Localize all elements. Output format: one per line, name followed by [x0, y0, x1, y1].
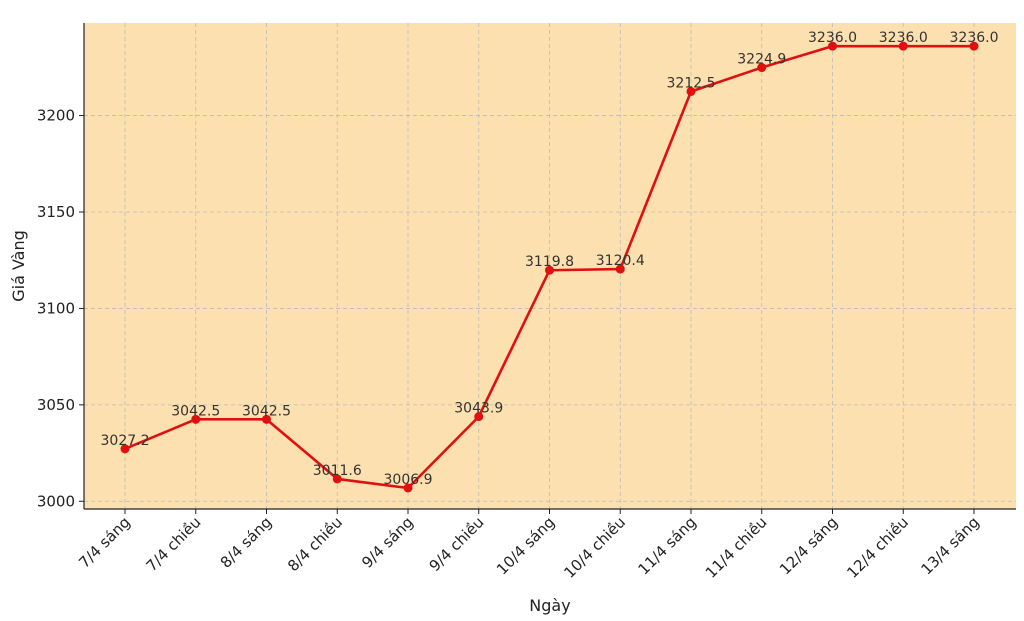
- x-tick-label: 10/4 sáng: [493, 513, 558, 578]
- y-tick-label: 3050: [37, 396, 75, 414]
- y-tick-label: 3100: [37, 299, 75, 317]
- y-tick-label: 3000: [37, 492, 75, 510]
- data-label: 3120.4: [596, 253, 645, 269]
- y-axis-ticks: 3000 3050 3100 3150 3200: [37, 107, 84, 510]
- data-point: [262, 414, 271, 424]
- data-label: 3212.5: [667, 75, 716, 91]
- x-tick-label: 13/4 sáng: [917, 513, 982, 578]
- data-label: 3043.9: [454, 401, 503, 417]
- x-tick-label: 7/4 chiều: [143, 513, 205, 575]
- x-tick-label: 8/4 sáng: [217, 513, 276, 572]
- data-label: 3236.0: [950, 30, 999, 46]
- data-point: [969, 41, 979, 51]
- x-tick-label: 11/4 chiều: [702, 513, 771, 582]
- data-label: 3224.9: [737, 52, 786, 68]
- x-tick-label: 12/4 sáng: [776, 513, 841, 578]
- data-point: [686, 86, 696, 96]
- y-tick-label: 3200: [37, 107, 75, 125]
- data-labels: 3027.2 3042.5 3042.5 3011.6 3006.9 3043.9 3119…: [101, 30, 999, 488]
- x-tick-label: 8/4 chiều: [284, 513, 346, 575]
- x-tick-label: 10/4 chiều: [560, 513, 629, 582]
- data-label: 3119.8: [525, 254, 574, 270]
- x-tick-label: 9/4 chiều: [426, 513, 488, 575]
- data-point: [615, 264, 625, 274]
- data-label: 3006.9: [384, 472, 433, 488]
- data-point: [403, 483, 413, 493]
- data-point: [545, 265, 554, 275]
- data-point: [828, 41, 837, 51]
- data-point: [898, 41, 908, 51]
- y-axis-title: Giá Vàng: [9, 230, 28, 302]
- grid-lines: [84, 23, 1016, 509]
- data-point: [191, 414, 201, 424]
- data-label: 3027.2: [101, 433, 150, 449]
- data-label: 3011.6: [313, 463, 362, 479]
- y-tick-label: 3150: [37, 203, 75, 221]
- data-point: [757, 63, 767, 73]
- data-label: 3042.5: [242, 403, 291, 419]
- data-point: [474, 412, 484, 422]
- x-tick-label: 7/4 sáng: [75, 513, 134, 572]
- x-tick-label: 11/4 sáng: [634, 513, 699, 578]
- data-label: 3236.0: [808, 30, 857, 46]
- data-label: 3042.5: [171, 403, 220, 419]
- data-point: [332, 474, 342, 484]
- data-label: 3236.0: [879, 30, 928, 46]
- x-tick-label: 9/4 sáng: [358, 513, 417, 572]
- data-point: [120, 444, 130, 454]
- x-axis-ticks: 7/4 sáng 7/4 chiều 8/4 sáng 8/4 chiều 9/4 sá…: [75, 509, 983, 582]
- x-axis-title: Ngày: [529, 596, 570, 615]
- data-points: [120, 41, 979, 493]
- x-tick-label: 12/4 chiều: [843, 513, 912, 582]
